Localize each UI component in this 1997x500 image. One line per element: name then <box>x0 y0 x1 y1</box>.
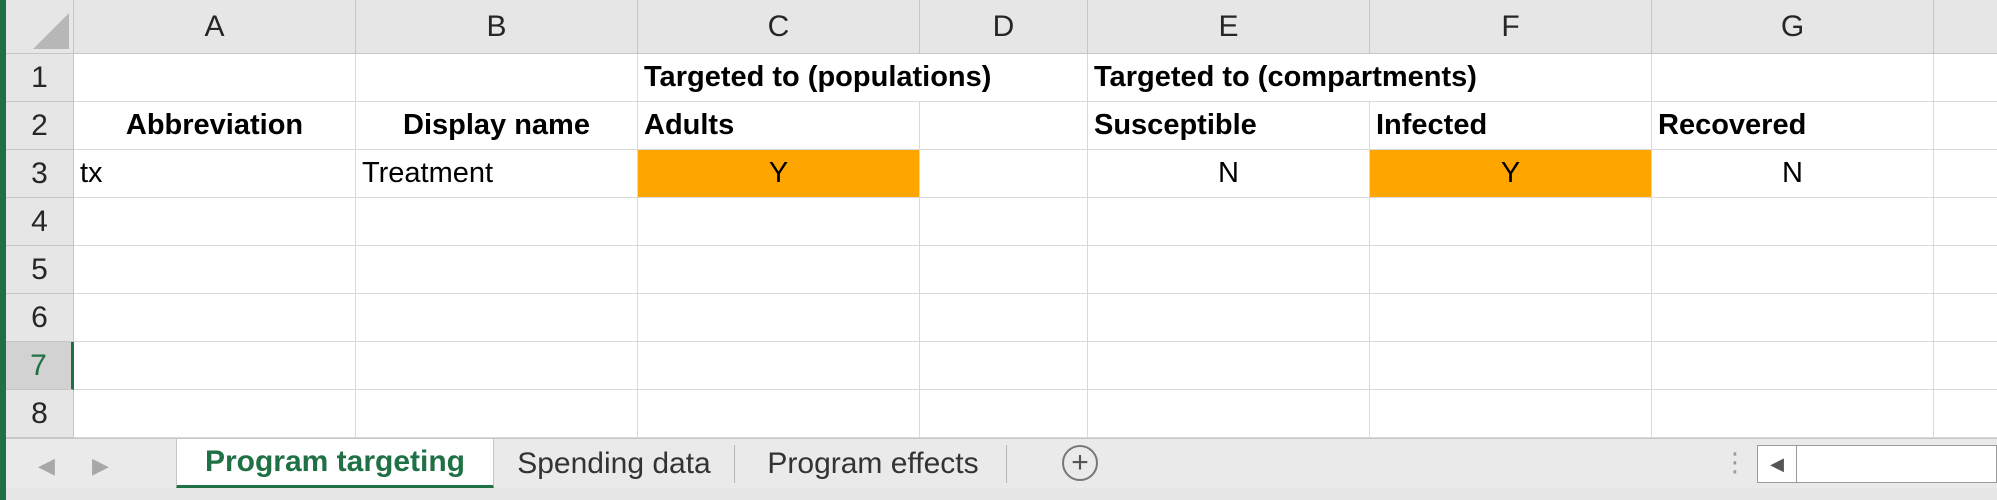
cell-h4[interactable] <box>1934 198 1997 246</box>
cell-e4[interactable] <box>1088 198 1370 246</box>
horizontal-scrollbar[interactable]: ◀ <box>1757 445 1997 483</box>
status-strip <box>6 488 1997 500</box>
row-header-7[interactable]: 7 <box>6 342 74 390</box>
cell-b7[interactable] <box>356 342 638 390</box>
cell-f7[interactable] <box>1370 342 1652 390</box>
column-header-c[interactable]: C <box>638 0 920 54</box>
cell-c1-text: Targeted to (populations) <box>644 61 992 93</box>
cell-c8[interactable] <box>638 390 920 438</box>
cell-f4[interactable] <box>1370 198 1652 246</box>
cell-c3[interactable]: Y <box>638 150 920 198</box>
column-header-d[interactable]: D <box>920 0 1088 54</box>
cell-d5[interactable] <box>920 246 1088 294</box>
cell-e1-text: Targeted to (compartments) <box>1094 61 1477 93</box>
cell-b8[interactable] <box>356 390 638 438</box>
cell-b3[interactable]: Treatment <box>356 150 638 198</box>
cell-d2[interactable] <box>920 102 1088 150</box>
cell-g7[interactable] <box>1652 342 1934 390</box>
cell-b5[interactable] <box>356 246 638 294</box>
cell-f5[interactable] <box>1370 246 1652 294</box>
row-header-1[interactable]: 1 <box>6 54 74 102</box>
tab-spending-data[interactable]: Spending data <box>517 447 711 480</box>
cell-a1[interactable] <box>74 54 356 102</box>
cell-h2[interactable] <box>1934 102 1997 150</box>
cell-d1[interactable] <box>920 54 1088 102</box>
row-header-3[interactable]: 3 <box>6 150 74 198</box>
cell-a6[interactable] <box>74 294 356 342</box>
row-header-4[interactable]: 4 <box>6 198 74 246</box>
cell-h6[interactable] <box>1934 294 1997 342</box>
scroll-left-icon[interactable]: ◀ <box>1758 446 1797 482</box>
cell-b4[interactable] <box>356 198 638 246</box>
cell-c4[interactable] <box>638 198 920 246</box>
cell-a4[interactable] <box>74 198 356 246</box>
cell-c1[interactable]: Targeted to (populations) <box>638 54 991 102</box>
cell-h5[interactable] <box>1934 246 1997 294</box>
cell-g8[interactable] <box>1652 390 1934 438</box>
column-header-a[interactable]: A <box>74 0 356 54</box>
triangle-left-icon[interactable]: ◀ <box>38 453 55 478</box>
column-header-e[interactable]: E <box>1088 0 1370 54</box>
cell-d6[interactable] <box>920 294 1088 342</box>
row-header-8[interactable]: 8 <box>6 390 74 438</box>
cell-e6[interactable] <box>1088 294 1370 342</box>
cell-g6[interactable] <box>1652 294 1934 342</box>
cell-c7[interactable] <box>638 342 920 390</box>
tab-separator <box>734 445 735 483</box>
cell-g2[interactable]: Recovered <box>1652 102 1934 150</box>
splitter-handle[interactable]: ⋮ <box>1722 447 1748 477</box>
cell-d3[interactable] <box>920 150 1088 198</box>
cell-a3[interactable]: tx <box>74 150 356 198</box>
plus-circle-icon[interactable]: + <box>1062 445 1098 481</box>
tab-separator <box>1006 445 1007 483</box>
cell-e8[interactable] <box>1088 390 1370 438</box>
cell-f6[interactable] <box>1370 294 1652 342</box>
cell-b2[interactable]: Display name <box>356 102 638 150</box>
column-header-h[interactable] <box>1934 0 1997 54</box>
cell-g4[interactable] <box>1652 198 1934 246</box>
cell-h1[interactable] <box>1934 54 1997 102</box>
cell-b6[interactable] <box>356 294 638 342</box>
column-header-b[interactable]: B <box>356 0 638 54</box>
tab-program-effects[interactable]: Program effects <box>767 447 979 480</box>
cell-a7[interactable] <box>74 342 356 390</box>
window-edge <box>0 0 6 500</box>
tab-program-targeting[interactable]: Program targeting <box>176 439 494 489</box>
triangle-right-icon[interactable]: ▶ <box>92 453 109 478</box>
cell-f8[interactable] <box>1370 390 1652 438</box>
cell-c5[interactable] <box>638 246 920 294</box>
cell-c2[interactable]: Adults <box>638 102 920 150</box>
row-header-5[interactable]: 5 <box>6 246 74 294</box>
cell-e5[interactable] <box>1088 246 1370 294</box>
cell-h7[interactable] <box>1934 342 1997 390</box>
select-all-triangle-icon <box>33 13 69 49</box>
cell-f3[interactable]: Y <box>1370 150 1652 198</box>
cell-a8[interactable] <box>74 390 356 438</box>
cell-g5[interactable] <box>1652 246 1934 294</box>
cell-f1[interactable] <box>1370 54 1652 102</box>
cell-d8[interactable] <box>920 390 1088 438</box>
select-all-corner[interactable] <box>6 0 74 54</box>
cell-g1[interactable] <box>1652 54 1934 102</box>
cell-d4[interactable] <box>920 198 1088 246</box>
cell-a5[interactable] <box>74 246 356 294</box>
cell-h3[interactable] <box>1934 150 1997 198</box>
cell-a2[interactable]: Abbreviation <box>74 102 356 150</box>
cell-d7[interactable] <box>920 342 1088 390</box>
row-header-2[interactable]: 2 <box>6 102 74 150</box>
cell-f2[interactable]: Infected <box>1370 102 1652 150</box>
column-header-g[interactable]: G <box>1652 0 1934 54</box>
cell-b1[interactable] <box>356 54 638 102</box>
cell-e7[interactable] <box>1088 342 1370 390</box>
cell-e1[interactable]: Targeted to (compartments) <box>1088 54 1477 102</box>
cell-h8[interactable] <box>1934 390 1997 438</box>
cell-e3[interactable]: N <box>1088 150 1370 198</box>
column-header-f[interactable]: F <box>1370 0 1652 54</box>
cell-g3[interactable]: N <box>1652 150 1934 198</box>
cell-e2[interactable]: Susceptible <box>1088 102 1370 150</box>
cell-c6[interactable] <box>638 294 920 342</box>
row-header-6[interactable]: 6 <box>6 294 74 342</box>
